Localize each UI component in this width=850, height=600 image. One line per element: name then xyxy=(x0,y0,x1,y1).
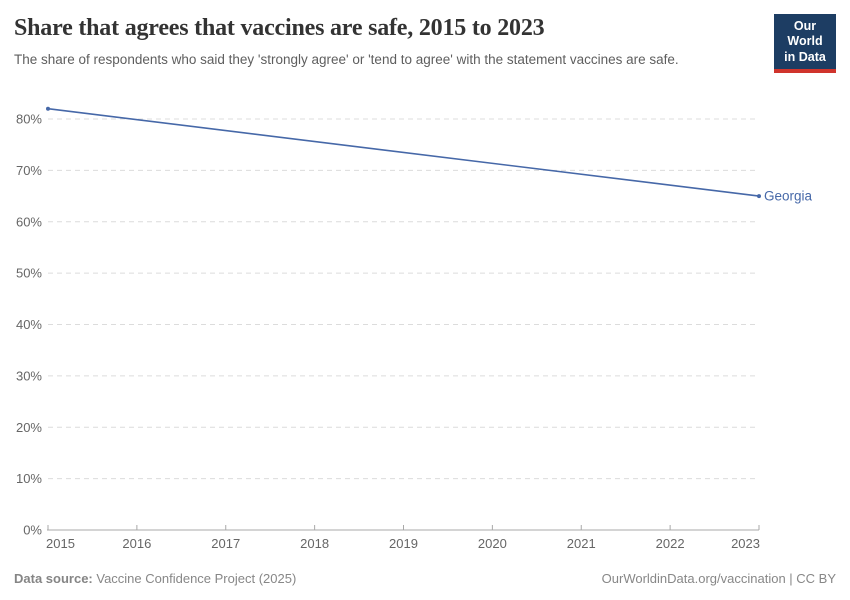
owid-logo-line2: in Data xyxy=(784,49,826,64)
chart-footer: Data source: Vaccine Confidence Project … xyxy=(14,571,836,586)
y-tick-label: 70% xyxy=(16,163,42,178)
owid-logo[interactable]: Our World in Data xyxy=(774,14,836,73)
x-tick-label: 2020 xyxy=(478,536,507,551)
x-tick-label: 2021 xyxy=(567,536,596,551)
data-point[interactable] xyxy=(46,106,50,111)
x-tick-label: 2019 xyxy=(389,536,418,551)
attribution-link[interactable]: OurWorldinData.org/vaccination | CC BY xyxy=(601,571,836,586)
y-tick-label: 60% xyxy=(16,214,42,229)
series-line[interactable] xyxy=(47,107,760,197)
y-tick-label: 20% xyxy=(16,420,42,435)
y-tick-label: 0% xyxy=(23,523,42,538)
chart-header: Share that agrees that vaccines are safe… xyxy=(14,14,760,69)
x-tick-label: 2022 xyxy=(656,536,685,551)
owid-logo-accent-bar xyxy=(774,68,836,73)
owid-logo-box: Our World in Data xyxy=(774,14,836,69)
y-tick-label: 80% xyxy=(16,112,42,127)
data-source-note: Data source: Vaccine Confidence Project … xyxy=(14,571,296,586)
y-tick-label: 50% xyxy=(16,266,42,281)
x-tick-label: 2016 xyxy=(122,536,151,551)
y-tick-label: 30% xyxy=(16,368,42,383)
chart-title: Share that agrees that vaccines are safe… xyxy=(14,15,545,41)
x-tick-label: 2023 xyxy=(731,536,760,551)
y-tick-label: 10% xyxy=(16,471,42,486)
x-tick-label: 2018 xyxy=(300,536,329,551)
y-tick-label: 40% xyxy=(16,317,42,332)
data-point[interactable] xyxy=(757,194,761,199)
x-tick-label: 2017 xyxy=(211,536,240,551)
x-tick-label: 2015 xyxy=(46,536,75,551)
data-source-label: Data source: xyxy=(14,571,93,586)
owid-logo-line1: Our World xyxy=(787,19,823,49)
chart-subtitle: The share of respondents who said they '… xyxy=(14,51,679,67)
data-source-value: Vaccine Confidence Project (2025) xyxy=(92,571,297,586)
series-label[interactable]: Georgia xyxy=(764,189,813,204)
